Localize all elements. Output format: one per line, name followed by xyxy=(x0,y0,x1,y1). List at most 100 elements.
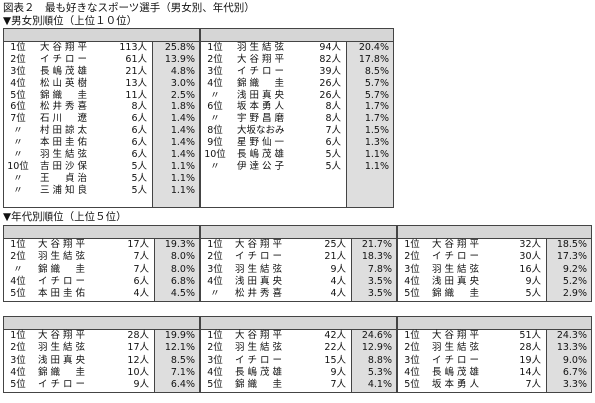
cell-rank: 3位 xyxy=(10,354,26,366)
female-ranking-table: 1位 羽 生 結 弦 94人 20.4% 2位 大 谷 翔 平 82人 17.8% 3位 イ チ … xyxy=(200,28,394,208)
table-row: 1位 大 谷 翔 平 25人 21.7% xyxy=(201,239,396,251)
cell-count: 15人 xyxy=(324,354,346,366)
cell-rank: 1位 xyxy=(404,239,420,250)
percent-column-shade xyxy=(547,330,591,392)
table-row: 1位 大 谷 翔 平 113人 25.8% xyxy=(4,42,199,54)
cell-name: 長 嶋 茂 雄 xyxy=(235,366,283,378)
cell-count: 17人 xyxy=(127,239,149,250)
cell-name: 吉 田 沙 保 xyxy=(40,160,88,172)
cell-pct: 6.8% xyxy=(170,275,195,287)
percent-column-shade xyxy=(155,330,199,392)
cell-name: 浅 田 真 央 xyxy=(237,89,285,101)
cell-count: 21人 xyxy=(324,251,346,263)
cell-pct: 6.7% xyxy=(562,366,587,378)
cell-name: 大 谷 翔 平 xyxy=(38,330,86,341)
cell-pct: 3.5% xyxy=(367,275,392,287)
cell-pct: 1.5% xyxy=(364,125,389,137)
cell-pct: 21.7% xyxy=(361,239,392,250)
cell-rank: 〃 xyxy=(210,113,220,125)
table-row: 3位 長 嶋 茂 雄 21人 4.8% xyxy=(4,66,199,78)
cell-name: 錦 織 圭 xyxy=(38,263,86,275)
table-row: 2位羽 生 結 弦 7人 8.0% xyxy=(4,251,199,263)
cell-name: 三 浦 知 良 xyxy=(40,184,88,196)
cell-rank: 5位 xyxy=(404,288,420,300)
cell-count: 51人 xyxy=(519,330,541,341)
cell-rank: 1位 xyxy=(207,239,223,250)
cell-count: 82人 xyxy=(319,53,341,65)
cell-name: 坂 本 勇 人 xyxy=(432,379,480,391)
cell-name: 大 谷 翔 平 xyxy=(40,42,88,53)
cell-name: 錦 織 圭 xyxy=(235,379,283,391)
table-row: 2位イ チ ロ ー 30人 17.3% xyxy=(398,251,591,263)
age-ranking-table-2: 1位 大 谷 翔 平 25人 21.7% 2位イ チ ロ ー 21人 18.3% 3位羽 生 … xyxy=(200,225,397,302)
cell-name: 錦 織 圭 xyxy=(237,77,285,89)
cell-count: 8人 xyxy=(325,113,341,125)
cell-pct: 1.1% xyxy=(364,160,389,172)
cell-pct: 1.1% xyxy=(170,172,195,184)
cell-name: 羽 生 結 弦 xyxy=(235,342,283,354)
table-header xyxy=(201,226,396,239)
table-row: 3位羽 生 結 弦 16人 9.2% xyxy=(398,264,591,276)
cell-rank: 4位 xyxy=(404,366,420,378)
percent-column-shade xyxy=(155,239,199,301)
cell-rank: 5位 xyxy=(207,379,223,391)
table-row: 〃 浅 田 真 央 26人 5.7% xyxy=(201,90,393,102)
cell-pct: 8.0% xyxy=(170,263,195,275)
table-row: 2位 大 谷 翔 平 82人 17.8% xyxy=(201,54,393,66)
table-row: 6位 松 井 秀 喜 8人 1.8% xyxy=(4,101,199,113)
cell-rank: 1位 xyxy=(10,239,26,250)
table-row: 4位錦 織 圭 10人 7.1% xyxy=(4,367,199,379)
cell-rank: 8位 xyxy=(207,125,223,137)
cell-rank: 2位 xyxy=(404,342,420,354)
cell-rank: 3位 xyxy=(10,65,26,77)
cell-pct: 5.7% xyxy=(364,77,389,89)
table-row: 2位イ チ ロ ー 21人 18.3% xyxy=(201,251,396,263)
cell-count: 25人 xyxy=(324,239,346,250)
cell-rank: 3位 xyxy=(207,65,223,77)
cell-rank: 2位 xyxy=(207,53,223,65)
table-row: 〃 錦 織 圭 7人 8.0% xyxy=(4,264,199,276)
cell-count: 4人 xyxy=(133,288,149,300)
cell-count: 17人 xyxy=(127,342,149,354)
cell-count: 21人 xyxy=(125,65,147,77)
table-row: 2位羽 生 結 弦 28人 13.3% xyxy=(398,342,591,354)
table-row: 5位錦 織 圭 7人 4.1% xyxy=(201,379,396,391)
cell-name: 本 田 圭 佑 xyxy=(40,137,88,149)
cell-rank: 5位 xyxy=(10,89,26,101)
cell-pct: 7.1% xyxy=(170,366,195,378)
cell-count: 5人 xyxy=(325,149,341,161)
table-row: 〃 王 貞 治 5人 1.1% xyxy=(4,173,199,185)
cell-rank: 1位 xyxy=(10,42,26,53)
table-row: 5位イ チ ロ ー 9人 6.4% xyxy=(4,379,199,391)
cell-rank: 6位 xyxy=(207,101,223,113)
cell-pct: 2.5% xyxy=(170,89,195,101)
cell-name: 羽 生 結 弦 xyxy=(237,42,285,53)
cell-count: 10人 xyxy=(127,366,149,378)
table-row: 4位長 嶋 茂 雄 14人 6.7% xyxy=(398,367,591,379)
cell-rank: 10位 xyxy=(204,149,226,161)
table-row: 3位浅 田 真 央 12人 8.5% xyxy=(4,355,199,367)
percent-column-shade xyxy=(547,239,591,301)
cell-rank: 7位 xyxy=(10,113,26,125)
cell-name: 錦 織 圭 xyxy=(38,366,86,378)
cell-pct: 6.4% xyxy=(170,379,195,391)
cell-count: 6人 xyxy=(133,275,149,287)
cell-count: 6人 xyxy=(131,149,147,161)
cell-count: 32人 xyxy=(519,239,541,250)
cell-rank: 〃 xyxy=(13,184,23,196)
cell-name: 長 嶋 茂 雄 xyxy=(40,65,88,77)
cell-rank: 2位 xyxy=(10,53,26,65)
cell-rank: 4位 xyxy=(207,366,223,378)
table-row: 3位羽 生 結 弦 9人 7.8% xyxy=(201,264,396,276)
cell-name: 浅 田 真 央 xyxy=(432,275,480,287)
cell-name: 大 谷 翔 平 xyxy=(235,239,283,250)
table-row: 1位 大 谷 翔 平 17人 19.3% xyxy=(4,239,199,251)
cell-count: 11人 xyxy=(125,89,147,101)
cell-pct: 13.3% xyxy=(556,342,587,354)
cell-name: 浅 田 真 央 xyxy=(235,275,283,287)
cell-pct: 1.1% xyxy=(170,184,195,196)
cell-count: 5人 xyxy=(131,160,147,172)
cell-rank: 〃 xyxy=(13,149,23,161)
cell-rank: 4位 xyxy=(10,366,26,378)
cell-pct: 3.3% xyxy=(562,379,587,391)
